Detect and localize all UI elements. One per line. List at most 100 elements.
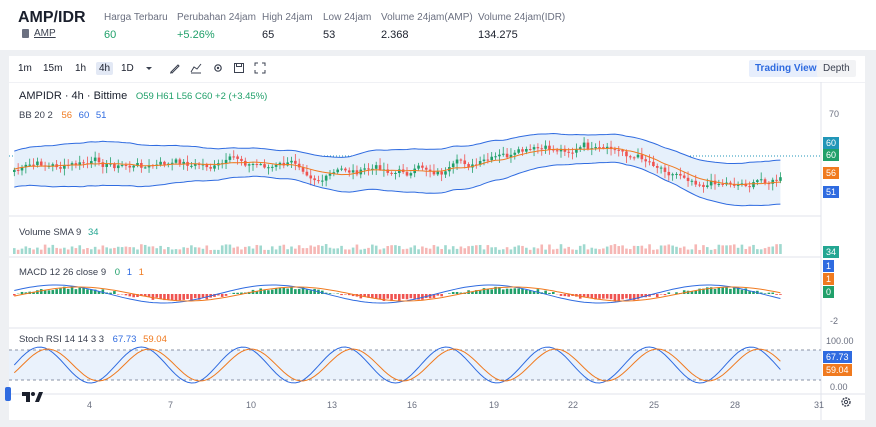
chart-canvas[interactable]	[9, 82, 865, 420]
candle-body	[779, 177, 782, 181]
macd-hist-bar	[270, 289, 274, 294]
candle-body	[702, 184, 705, 187]
draw-icon[interactable]	[169, 62, 181, 74]
collapse-handle[interactable]	[5, 387, 11, 401]
candle-body	[509, 154, 513, 158]
macd-hist-bar	[675, 292, 678, 294]
bb-upper-line	[14, 132, 781, 164]
stoch-label: Stoch RSI 14 14 3 3	[19, 334, 105, 345]
macd-hist-bar	[725, 287, 728, 294]
timeframe-4h[interactable]: 4h	[96, 62, 114, 75]
trading-view-button[interactable]: Trading View	[749, 60, 823, 77]
volume-bar	[698, 249, 701, 254]
candle-body	[278, 162, 282, 165]
volume-bar	[505, 247, 509, 254]
volume-bar	[167, 247, 170, 254]
volume-bar	[659, 245, 663, 254]
stat-change-24h: Perubahan 24jam +5.26%	[177, 12, 256, 41]
stat-volume-amp: Volume 24jam(AMP) 2.368	[381, 12, 473, 41]
candle-body	[663, 167, 667, 172]
macd-hist-bar	[39, 289, 43, 294]
macd-hist-bar	[517, 288, 520, 294]
stoch-k-value: 67.73	[112, 334, 137, 345]
macd-hist-bar	[509, 288, 513, 294]
volume-bar	[113, 247, 116, 254]
settings-icon[interactable]	[212, 62, 224, 74]
candle-body	[582, 142, 586, 148]
volume-bar	[440, 248, 443, 254]
candle-body	[713, 180, 717, 185]
volume-bar	[652, 249, 655, 254]
volume-bar	[625, 248, 628, 254]
volume-bar	[263, 249, 266, 254]
volume-bar	[43, 244, 47, 254]
stat-label: Perubahan 24jam	[177, 12, 256, 23]
macd-hist-bar	[652, 294, 655, 296]
candle-body	[629, 156, 632, 158]
macd-hist-bar	[421, 294, 424, 300]
timeframe-15m[interactable]: 15m	[43, 63, 63, 74]
macd-legend: MACD 12 26 close 9 0 1 1	[19, 267, 144, 278]
depth-button[interactable]: Depth	[817, 60, 856, 77]
volume-bar	[644, 248, 647, 254]
candle-body	[182, 161, 185, 164]
tradingview-logo	[21, 390, 47, 408]
candle-body	[101, 162, 105, 167]
macd-hist-bar	[721, 287, 724, 294]
save-icon[interactable]	[233, 62, 245, 74]
candle-body	[748, 186, 751, 188]
macd-hist-bar	[702, 288, 705, 294]
stat-volume-idr: Volume 24jam(IDR) 134.275	[478, 12, 565, 41]
candle-body	[374, 165, 378, 169]
candle-body	[513, 152, 517, 155]
asset-link[interactable]: AMP	[22, 28, 56, 39]
chart-settings-icon[interactable]	[840, 396, 852, 411]
volume-bar	[143, 244, 147, 254]
macd-hist-bar	[213, 294, 216, 297]
volume-bar	[709, 249, 713, 254]
volume-bar	[313, 246, 316, 254]
macd-hist-bar	[732, 287, 736, 294]
macd-hist-bar	[536, 289, 540, 294]
gear-icon[interactable]	[840, 396, 852, 408]
candle-body	[305, 171, 309, 176]
macd-hist-bar	[401, 294, 405, 299]
indicator-icon[interactable]	[190, 62, 202, 74]
macd-hist-bar	[66, 288, 70, 294]
candle-body	[209, 167, 212, 169]
candle-body	[686, 177, 690, 182]
macd-hist-bar	[544, 290, 547, 294]
trading-chart[interactable]: AMPIDR · 4h · Bittime O59 H61 L56 C60 +2…	[5, 82, 865, 420]
macd-hist-bar	[636, 294, 640, 300]
macd-hist-bar	[217, 294, 220, 296]
candle-body	[756, 180, 759, 183]
volume-bar	[752, 244, 755, 254]
macd-hist-bar	[167, 294, 170, 300]
macd-hist-bar	[170, 294, 174, 301]
macd-hist-bar	[471, 291, 474, 294]
volume-bar	[394, 245, 397, 254]
fullscreen-icon[interactable]	[254, 62, 266, 74]
timeframe-1d[interactable]: 1D	[121, 63, 134, 74]
chevron-down-icon[interactable]	[143, 62, 155, 74]
volume-bar	[548, 244, 551, 254]
bb-value-lower: 51	[95, 110, 107, 121]
volume-bar	[424, 247, 428, 254]
timeframe-1m[interactable]: 1m	[18, 63, 32, 74]
timeframe-1h[interactable]: 1h	[75, 63, 87, 74]
volume-bar	[236, 246, 239, 254]
volume-bar	[151, 246, 155, 254]
candle-body	[632, 157, 636, 159]
volume-bar	[482, 249, 486, 254]
macd-hist-bar	[767, 292, 771, 294]
volume-bar	[552, 249, 555, 254]
candle-body	[598, 147, 601, 149]
macd-hist-bar	[286, 288, 289, 294]
macd-hist-bar	[513, 288, 517, 294]
volume-bar	[328, 247, 332, 254]
macd-hist-bar	[63, 286, 66, 294]
volume-bar	[305, 248, 309, 254]
macd-hist-bar	[90, 289, 93, 294]
candle-body	[621, 149, 624, 152]
macd-axis-label: -2	[830, 316, 839, 326]
